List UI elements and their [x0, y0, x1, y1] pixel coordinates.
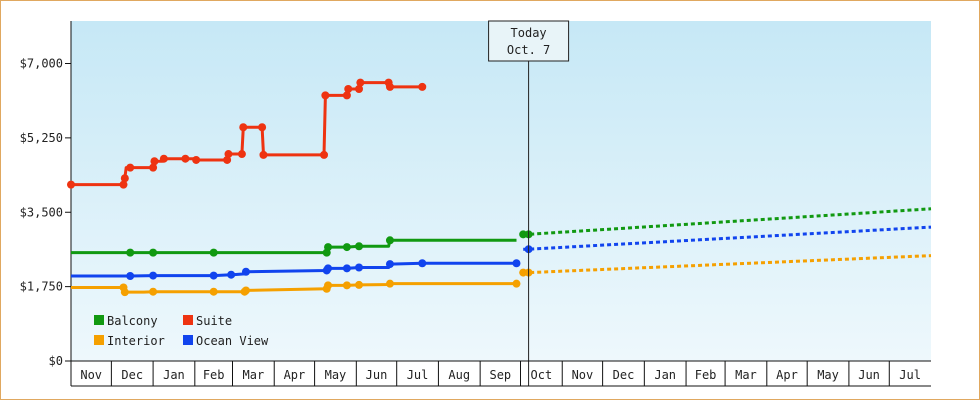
x-tick-label: Dec: [613, 368, 635, 382]
data-point: [237, 150, 246, 159]
x-tick-label: Feb: [203, 368, 225, 382]
data-point: [385, 82, 394, 91]
data-point: [126, 248, 135, 257]
x-tick-label: Jun: [366, 368, 388, 382]
data-point: [355, 242, 364, 251]
data-point: [342, 243, 351, 252]
data-point: [324, 264, 333, 273]
x-tick-label: Sep: [489, 368, 511, 382]
legend-label: Ocean View: [196, 334, 269, 348]
x-tick-label: Mar: [735, 368, 757, 382]
data-point: [149, 271, 158, 280]
data-point: [119, 180, 128, 189]
x-tick-label: Mar: [243, 368, 265, 382]
data-point: [258, 123, 267, 132]
today-box: [488, 20, 570, 62]
data-point: [149, 163, 158, 172]
y-tick-label: $1,750: [20, 280, 63, 294]
data-point: [320, 150, 329, 159]
x-tick-label: Jun: [858, 368, 880, 382]
y-tick-label: $7,000: [20, 57, 63, 71]
x-tick-label: Feb: [695, 368, 717, 382]
legend-label: Suite: [196, 314, 232, 328]
x-tick-label: Jul: [407, 368, 429, 382]
data-point: [120, 174, 129, 183]
y-tick-label: $0: [49, 354, 63, 368]
x-tick-label: May: [325, 368, 347, 382]
data-point: [512, 279, 521, 288]
data-point: [355, 280, 364, 289]
x-tick-label: Apr: [284, 368, 306, 382]
data-point: [324, 243, 333, 252]
data-point: [321, 91, 330, 100]
data-point: [385, 279, 394, 288]
x-tick-label: Jan: [163, 368, 185, 382]
legend-swatch: [94, 315, 104, 325]
data-point: [418, 259, 427, 268]
x-tick-label: Dec: [121, 368, 143, 382]
y-tick-label: $5,250: [20, 131, 63, 145]
data-point: [209, 248, 218, 257]
data-point: [241, 267, 250, 276]
x-tick-label: Nov: [572, 368, 594, 382]
legend-label: Interior: [107, 334, 165, 348]
y-tick-label: $3,500: [20, 205, 63, 219]
today-date: Oct. 7: [507, 43, 550, 57]
legend-swatch: [183, 315, 193, 325]
data-point: [342, 91, 351, 100]
plot-area: [71, 21, 931, 361]
data-point: [227, 270, 236, 279]
data-point: [385, 236, 394, 245]
data-point: [512, 259, 521, 268]
data-point: [385, 260, 394, 269]
data-point: [239, 123, 248, 132]
data-point: [150, 157, 159, 166]
today-label: Today: [511, 26, 547, 40]
x-tick-label: Jul: [899, 368, 921, 382]
data-point: [355, 263, 364, 272]
data-point: [259, 150, 268, 159]
legend-swatch: [183, 335, 193, 345]
x-tick-label: Nov: [80, 368, 102, 382]
data-point: [149, 248, 158, 257]
data-point: [126, 272, 135, 280]
data-point: [342, 264, 351, 273]
data-point: [67, 180, 75, 189]
x-tick-label: May: [817, 368, 839, 382]
x-tick-label: Apr: [776, 368, 798, 382]
x-tick-label: Aug: [448, 368, 470, 382]
data-point: [126, 163, 135, 172]
data-point: [192, 155, 201, 164]
data-point: [418, 82, 427, 91]
data-point: [241, 286, 250, 295]
data-point: [120, 288, 129, 297]
data-point: [159, 154, 168, 163]
legend-label: Balcony: [107, 314, 158, 328]
data-point: [209, 271, 218, 280]
data-point: [355, 85, 364, 93]
data-point: [344, 85, 353, 93]
data-point: [209, 287, 218, 296]
x-tick-label: Oct: [531, 368, 553, 382]
data-point: [324, 281, 333, 290]
legend-swatch: [94, 335, 104, 345]
data-point: [356, 78, 365, 87]
data-point: [149, 287, 158, 296]
data-point: [223, 155, 232, 164]
data-point: [181, 154, 190, 163]
data-point: [342, 281, 351, 290]
x-tick-label: Jan: [654, 368, 676, 382]
data-point: [224, 150, 233, 159]
